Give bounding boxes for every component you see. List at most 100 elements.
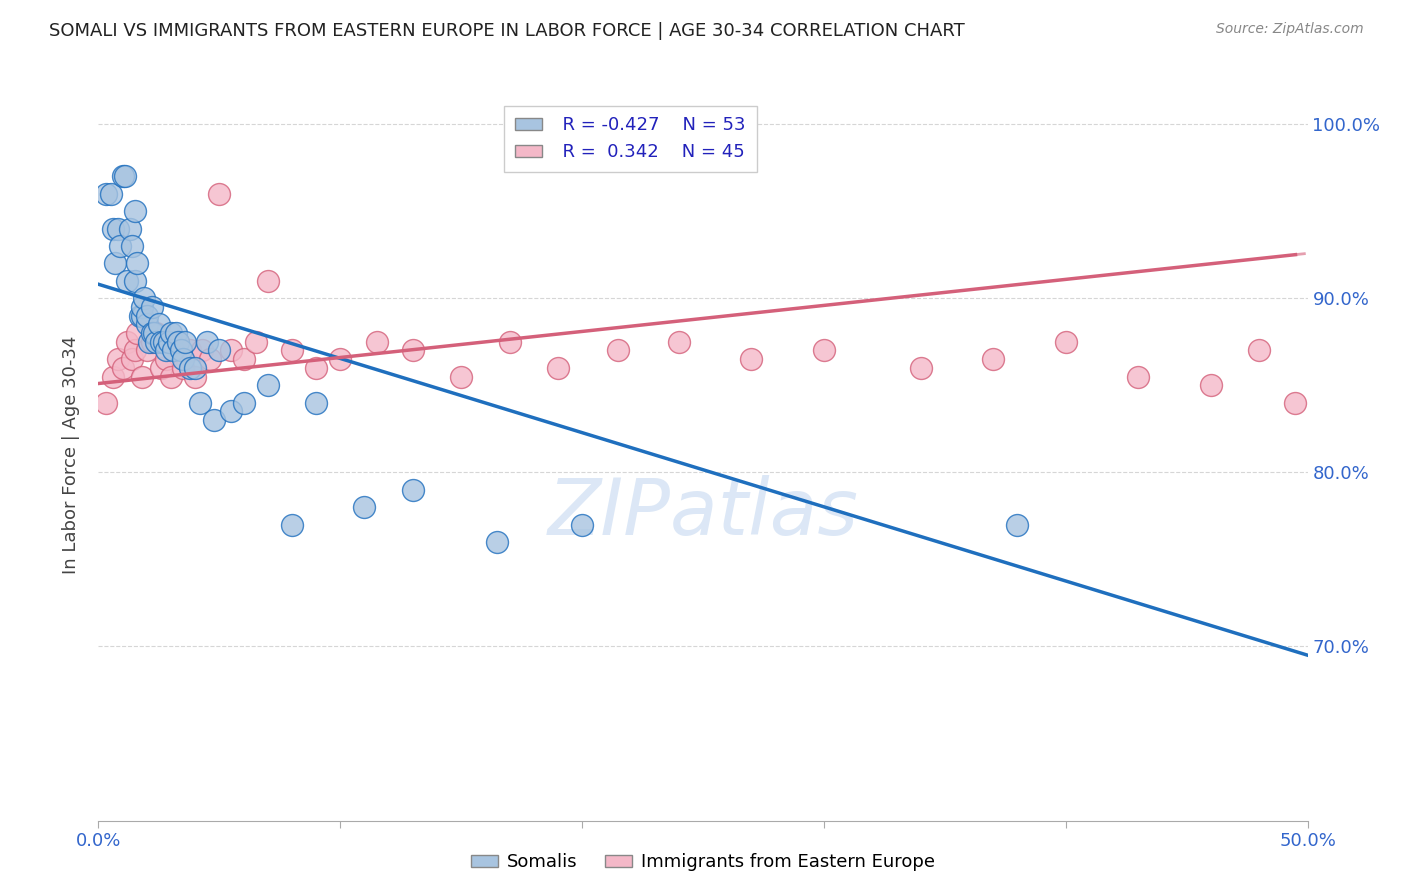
- Point: [245, 334, 267, 349]
- Point: [162, 343, 184, 358]
- Point: [143, 326, 166, 340]
- Point: [366, 334, 388, 349]
- Point: [141, 326, 163, 340]
- Point: [160, 326, 183, 340]
- Point: [152, 334, 174, 349]
- Point: [127, 256, 149, 270]
- Point: [281, 517, 304, 532]
- Point: [1007, 517, 1029, 532]
- Point: [486, 535, 509, 549]
- Legend: Somalis, Immigrants from Eastern Europe: Somalis, Immigrants from Eastern Europe: [464, 847, 942, 879]
- Point: [104, 256, 127, 270]
- Point: [155, 343, 177, 358]
- Point: [124, 274, 146, 288]
- Point: [1054, 334, 1077, 349]
- Point: [208, 343, 231, 358]
- Point: [135, 318, 157, 332]
- Text: ZIPatlas: ZIPatlas: [547, 475, 859, 551]
- Point: [117, 334, 139, 349]
- Point: [121, 352, 143, 367]
- Point: [107, 352, 129, 367]
- Point: [131, 369, 153, 384]
- Point: [124, 204, 146, 219]
- Point: [184, 369, 207, 384]
- Text: Source: ZipAtlas.com: Source: ZipAtlas.com: [1216, 22, 1364, 37]
- Point: [191, 343, 214, 358]
- Point: [124, 343, 146, 358]
- Point: [157, 334, 180, 349]
- Point: [221, 404, 243, 418]
- Point: [981, 352, 1004, 367]
- Point: [145, 326, 167, 340]
- Point: [118, 221, 141, 235]
- Point: [910, 360, 932, 375]
- Point: [94, 395, 117, 409]
- Point: [145, 334, 167, 349]
- Point: [135, 343, 157, 358]
- Point: [131, 309, 153, 323]
- Point: [668, 334, 690, 349]
- Point: [232, 395, 254, 409]
- Point: [155, 352, 177, 367]
- Point: [167, 334, 190, 349]
- Point: [138, 334, 160, 349]
- Point: [150, 360, 173, 375]
- Point: [305, 360, 328, 375]
- Point: [208, 186, 231, 201]
- Point: [188, 395, 211, 409]
- Point: [141, 300, 163, 314]
- Point: [117, 274, 139, 288]
- Point: [813, 343, 835, 358]
- Point: [121, 239, 143, 253]
- Point: [402, 343, 425, 358]
- Point: [128, 309, 150, 323]
- Point: [498, 334, 520, 349]
- Point: [111, 169, 134, 184]
- Point: [127, 326, 149, 340]
- Point: [135, 309, 157, 323]
- Point: [150, 334, 173, 349]
- Point: [169, 343, 191, 358]
- Point: [402, 483, 425, 497]
- Point: [607, 343, 630, 358]
- Point: [141, 334, 163, 349]
- Point: [172, 360, 194, 375]
- Point: [232, 352, 254, 367]
- Point: [174, 334, 197, 349]
- Point: [134, 291, 156, 305]
- Point: [547, 360, 569, 375]
- Point: [148, 318, 170, 332]
- Point: [1128, 369, 1150, 384]
- Point: [1249, 343, 1271, 358]
- Point: [740, 352, 762, 367]
- Point: [1284, 395, 1306, 409]
- Point: [111, 360, 134, 375]
- Point: [450, 369, 472, 384]
- Point: [167, 334, 190, 349]
- Point: [571, 517, 593, 532]
- Point: [160, 369, 183, 384]
- Point: [101, 369, 124, 384]
- Point: [221, 343, 243, 358]
- Point: [107, 221, 129, 235]
- Point: [204, 413, 226, 427]
- Point: [108, 239, 131, 253]
- Point: [329, 352, 352, 367]
- Point: [179, 360, 201, 375]
- Point: [1199, 378, 1222, 392]
- Point: [305, 395, 328, 409]
- Point: [195, 334, 218, 349]
- Point: [94, 186, 117, 201]
- Point: [165, 326, 187, 340]
- Point: [100, 186, 122, 201]
- Point: [281, 343, 304, 358]
- Point: [179, 343, 201, 358]
- Point: [101, 221, 124, 235]
- Point: [256, 274, 278, 288]
- Point: [131, 300, 153, 314]
- Point: [198, 352, 221, 367]
- Point: [172, 352, 194, 367]
- Y-axis label: In Labor Force | Age 30-34: In Labor Force | Age 30-34: [62, 335, 80, 574]
- Point: [184, 360, 207, 375]
- Point: [256, 378, 278, 392]
